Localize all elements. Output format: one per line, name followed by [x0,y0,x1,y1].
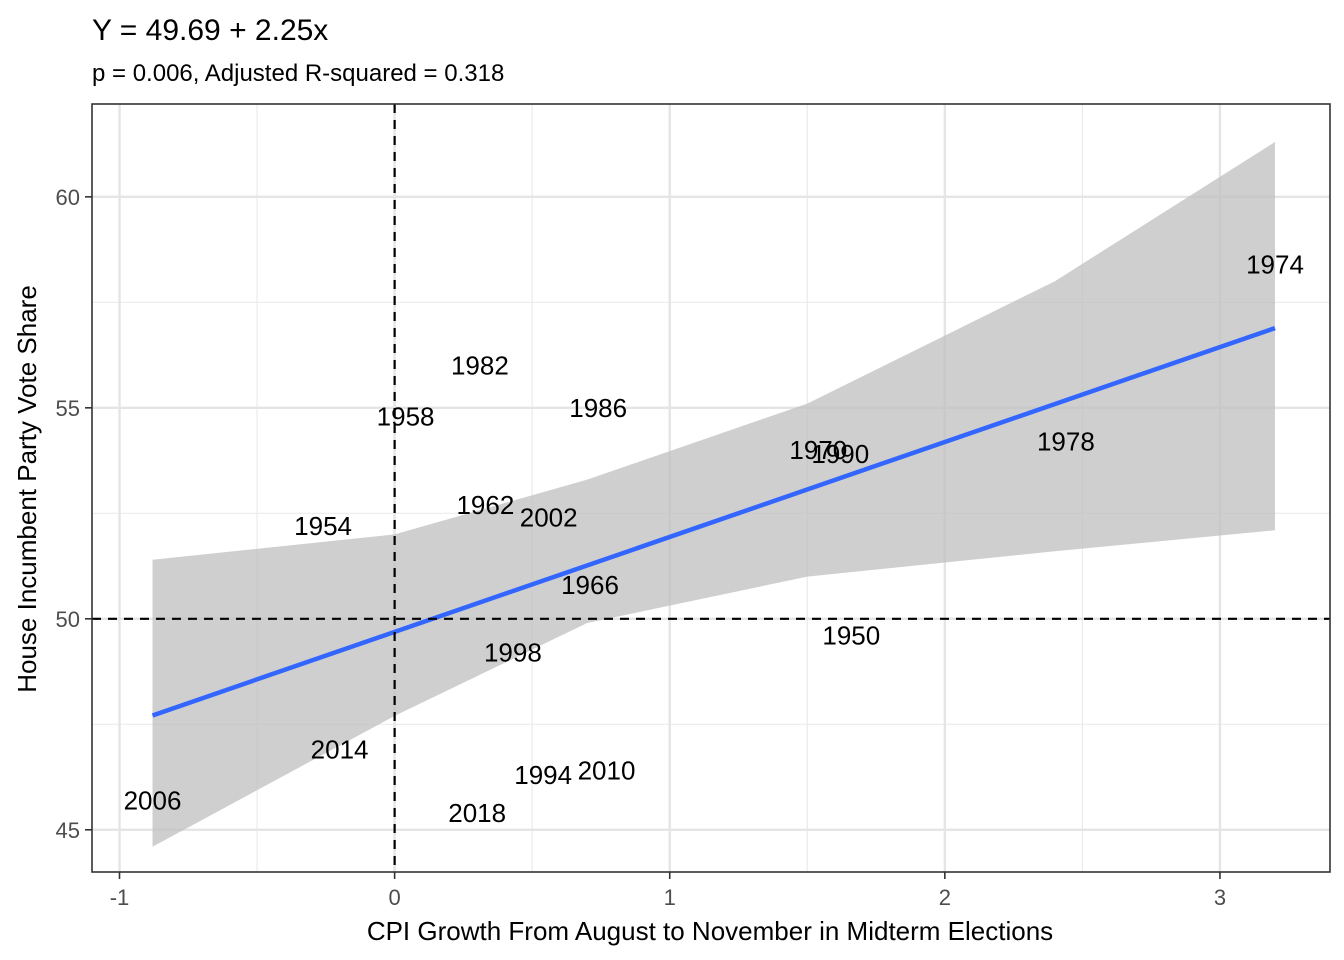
x-tick-label: 3 [1214,885,1226,910]
x-tick-label: -1 [110,885,130,910]
point-label-1962: 1962 [456,490,514,520]
x-tick-label: 0 [388,885,400,910]
point-label-1978: 1978 [1037,427,1095,457]
point-label-1990: 1990 [811,439,869,469]
point-label-1950: 1950 [822,621,880,651]
point-label-1998: 1998 [484,638,542,668]
reference-lines [92,104,1330,872]
point-label-1958: 1958 [377,401,435,431]
point-label-1966: 1966 [561,570,619,600]
point-label-1970: 1970 [789,435,847,465]
y-tick-label: 45 [56,818,80,843]
x-axis-ticks: -1 0 1 2 3 [110,872,1226,910]
y-tick-label: 55 [56,396,80,421]
regression-line [151,325,1276,718]
x-tick-label: 2 [939,885,951,910]
y-tick-label: 50 [56,607,80,632]
y-axis-title: House Incumbent Party Vote Share [12,285,42,693]
panel-border [91,103,1331,873]
point-label-2014: 2014 [311,735,369,765]
point-label-2010: 2010 [578,756,636,786]
point-label-2018: 2018 [448,798,506,828]
y-axis-ticks: 45 50 55 60 [56,185,92,843]
fit-line-layer [151,325,1276,718]
y-tick-label: 60 [56,185,80,210]
point-label-2002: 2002 [520,503,578,533]
chart-title: Y = 49.69 + 2.25x [92,14,328,47]
point-label-1986: 1986 [569,393,627,423]
point-label-1974: 1974 [1246,249,1304,279]
chart-subtitle: p = 0.006, Adjusted R-squared = 0.318 [92,60,504,87]
point-label-2006: 2006 [124,785,182,815]
point-label-1954: 1954 [294,511,352,541]
point-label-1994: 1994 [514,760,572,790]
plot-frame [91,103,1331,873]
x-axis-title: CPI Growth From August to November in Mi… [367,916,1053,946]
x-tick-label: 1 [664,885,676,910]
confidence-band [152,142,1275,847]
confidence-band-layer [152,142,1275,847]
point-label-1982: 1982 [451,351,509,381]
